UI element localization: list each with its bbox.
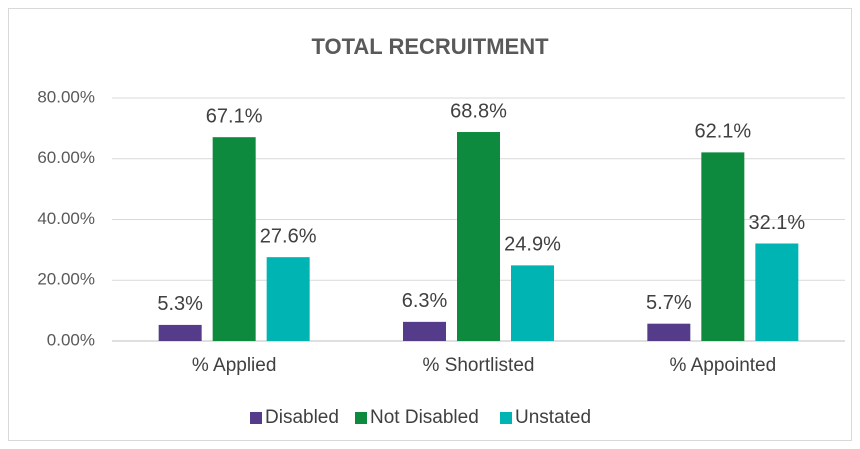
bar (457, 132, 500, 341)
value-label: 27.6% (260, 225, 317, 247)
bar (403, 321, 446, 341)
bar (266, 257, 310, 341)
chart-title: TOTAL RECRUITMENT (311, 34, 549, 59)
legend-swatch (355, 412, 367, 424)
x-tick-label: % Applied (192, 355, 277, 376)
value-label: 5.7% (646, 292, 692, 314)
legend-swatch (250, 412, 262, 424)
x-tick-label: % Appointed (669, 355, 776, 376)
x-tick-label: % Shortlisted (423, 355, 535, 376)
bar (511, 265, 554, 341)
legend-label: Unstated (515, 407, 591, 428)
bar (158, 324, 202, 341)
value-label: 24.9% (504, 234, 561, 256)
legend-label: Not Disabled (370, 407, 479, 428)
value-label: 5.3% (157, 293, 203, 315)
legend-label: Disabled (265, 407, 339, 428)
value-label: 67.1% (206, 105, 263, 127)
value-label: 62.1% (694, 121, 751, 143)
y-tick-label: 40.00% (37, 209, 95, 228)
value-label: 6.3% (402, 290, 448, 312)
y-tick-label: 80.00% (37, 87, 95, 106)
bar (755, 243, 799, 341)
value-label: 68.8% (450, 100, 507, 122)
legend-swatch (500, 412, 512, 424)
bar (701, 152, 745, 341)
y-tick-label: 0.00% (47, 330, 95, 349)
bar (647, 323, 691, 341)
y-tick-label: 20.00% (37, 270, 95, 289)
y-tick-label: 60.00% (37, 148, 95, 167)
bar (212, 137, 256, 341)
value-label: 32.1% (748, 212, 805, 234)
